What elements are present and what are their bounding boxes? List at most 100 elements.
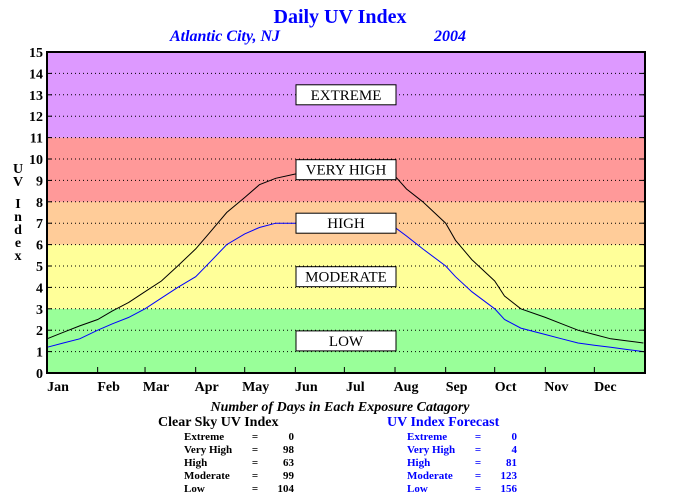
stats-value: 63	[283, 457, 294, 469]
chart-title: Daily UV Index	[274, 6, 407, 28]
x-tick-label: Dec	[594, 380, 617, 395]
stats-label: Very High	[184, 444, 233, 456]
zone-label-box	[295, 159, 397, 181]
stats-equals: =	[474, 483, 482, 495]
x-tick-label: May	[242, 380, 269, 395]
y-label-letter: e	[15, 236, 21, 251]
stats-value: 123	[500, 470, 518, 482]
x-axis-ticks: Jan Feb Mar Apr May Jun Jul Aug Sep Oct Nov Dec	[46, 367, 617, 395]
chart-subtitle-location: Atlantic City, NJ	[169, 28, 281, 45]
y-label-letter: n	[14, 210, 22, 225]
y-tick-label: 3	[36, 303, 43, 318]
stats-equals: =	[474, 457, 482, 469]
stats-value: 98	[283, 444, 294, 456]
stats-label: Extreme	[407, 431, 448, 443]
x-tick-label: Sep	[446, 380, 468, 395]
plot-frame	[46, 51, 646, 374]
clear-sky-stats: Clear Sky UV Index Extreme = 0 Very High = 98…	[158, 415, 294, 496]
zone-label-box	[295, 84, 397, 106]
stats-label: Very High	[407, 444, 456, 456]
stats-row: Moderate = 99	[184, 470, 294, 483]
stats-label: Low	[184, 483, 205, 495]
stats-equals: =	[251, 457, 259, 469]
y-tick-label: 11	[30, 132, 43, 147]
x-tick-label: Oct	[495, 380, 517, 395]
zone-label-text: EXTREME	[311, 88, 382, 104]
stats-row: Low = 156	[407, 483, 517, 496]
stats-label: Moderate	[407, 470, 453, 482]
stats-label: High	[407, 457, 431, 469]
stats-value: 0	[511, 431, 518, 443]
x-tick-label: Mar	[143, 380, 169, 395]
y-tick-label: 13	[29, 89, 43, 104]
zone-label-box	[295, 266, 397, 288]
y-tick-label: 0	[36, 367, 43, 382]
stats-equals: =	[251, 431, 259, 443]
stats-row: Very High = 98	[184, 444, 294, 457]
stats-equals: =	[474, 431, 482, 443]
y-label-letter: V	[13, 175, 23, 190]
y-tick-label: 7	[36, 217, 43, 232]
stats-equals: =	[474, 444, 482, 456]
stats-equals: =	[474, 470, 482, 482]
y-tick-label: 4	[36, 281, 43, 296]
stats-equals: =	[251, 483, 259, 495]
zone-label-low: LOW	[295, 330, 397, 352]
x-tick-label: Jan	[47, 380, 69, 395]
x-tick-label: Nov	[544, 380, 568, 395]
stats-value: 104	[277, 483, 295, 495]
zone-label-extreme: EXTREME	[295, 84, 397, 106]
stats-row: High = 63	[184, 457, 294, 470]
x-tick-label: Jun	[295, 380, 318, 395]
stats-row: Moderate = 123	[407, 470, 517, 483]
y-tick-label: 2	[36, 324, 43, 339]
zone-label-box	[295, 212, 397, 234]
y-tick-label: 5	[36, 260, 43, 275]
y-tick-label: 1	[36, 346, 43, 361]
y-tick-label: 15	[29, 46, 43, 61]
forecast-stats: UV Index Forecast Extreme = 0 Very High = 4 Hi…	[387, 415, 517, 496]
zone-label-text: VERY HIGH	[306, 163, 387, 179]
x-tick-label: Jul	[346, 380, 365, 395]
y-tick-label: 10	[29, 153, 43, 168]
zone-label-text: HIGH	[327, 216, 365, 232]
stats-row: Low = 104	[184, 483, 294, 496]
zone-labels: LOW MODERATE HIGH VERY HIGH EXTREME	[295, 84, 397, 352]
zone-label-very-high: VERY HIGH	[295, 159, 397, 181]
y-label-letter: U	[13, 162, 23, 177]
forecast-title: UV Index Forecast	[387, 415, 500, 430]
stats-value: 4	[511, 444, 518, 456]
stats-value: 81	[506, 457, 517, 469]
x-tick-label: Apr	[195, 380, 219, 395]
x-tick-label: Feb	[97, 380, 120, 395]
stats-value: 99	[283, 470, 294, 482]
chart-subtitle-year: 2004	[433, 28, 466, 45]
clear-sky-title: Clear Sky UV Index	[158, 415, 279, 430]
zone-label-box	[295, 330, 397, 352]
stats-row: High = 81	[407, 457, 517, 470]
y-tick-label: 12	[29, 110, 43, 125]
stats-row: Extreme = 0	[184, 431, 294, 444]
stats-heading: Number of Days in Each Exposure Catagory	[210, 400, 470, 415]
stats-label: Moderate	[184, 470, 230, 482]
stats-row: Very High = 4	[407, 444, 517, 457]
y-label-letter: I	[15, 197, 20, 212]
y-label-letter: x	[15, 249, 22, 264]
zone-label-text: MODERATE	[305, 270, 387, 286]
y-tick-label: 8	[36, 196, 43, 211]
stats-value: 156	[500, 483, 518, 495]
y-tick-label: 9	[36, 174, 43, 189]
x-tick-label: Aug	[394, 380, 419, 395]
stats-equals: =	[251, 444, 259, 456]
stats-value: 0	[288, 431, 295, 443]
stats-label: Extreme	[184, 431, 225, 443]
y-label-letter: d	[14, 223, 22, 238]
stats-label: Low	[407, 483, 428, 495]
stats-label: High	[184, 457, 208, 469]
zone-label-text: LOW	[329, 334, 364, 350]
stats-equals: =	[251, 470, 259, 482]
zone-label-high: HIGH	[295, 212, 397, 234]
